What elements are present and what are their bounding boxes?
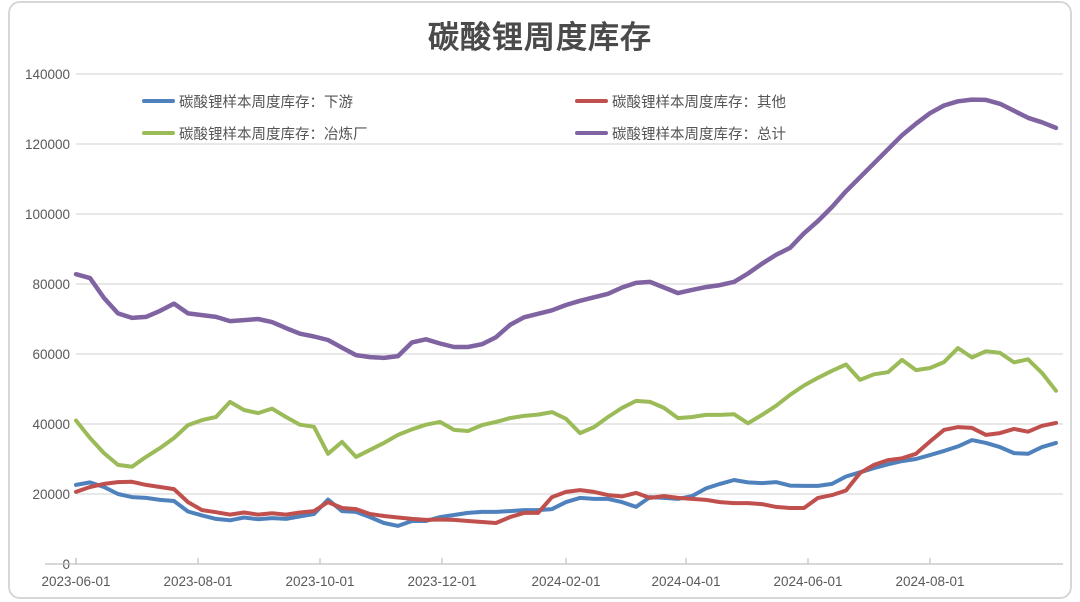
y-axis-tick-label: 100000 — [25, 207, 70, 222]
x-axis-tick-label: 2024-02-01 — [531, 574, 600, 589]
legend-item-smelter: 碳酸锂样本周度库存：冶炼厂 — [142, 125, 368, 143]
series-line-冶炼厂 — [74, 346, 1058, 469]
y-axis-tick-label: 40000 — [32, 417, 70, 432]
series-line-总计 — [73, 97, 1059, 361]
x-axis-tick-label: 2024-08-01 — [895, 574, 964, 589]
legend-label: 碳酸锂样本周度库存：其他 — [612, 94, 786, 111]
y-axis-tick-label: 20000 — [32, 487, 70, 502]
y-axis-tick-label: 140000 — [25, 67, 70, 82]
x-axis-tick-label: 2023-12-01 — [407, 574, 476, 589]
legend-swatch-total — [575, 131, 608, 135]
x-axis-tick-label: 2023-08-01 — [163, 574, 232, 589]
x-axis-tick-label: 2023-06-01 — [41, 574, 110, 589]
series-line-下游 — [74, 438, 1058, 528]
legend-item-other: 碳酸锂样本周度库存：其他 — [575, 93, 786, 111]
x-axis-tick-label: 2024-06-01 — [773, 574, 842, 589]
legend-swatch-other — [575, 99, 608, 103]
legend-item-total: 碳酸锂样本周度库存：总计 — [575, 125, 786, 143]
legend-label: 碳酸锂样本周度库存：冶炼厂 — [179, 126, 368, 143]
y-axis-tick-label: 60000 — [32, 347, 70, 362]
x-axis-tick-label: 2024-04-01 — [651, 574, 720, 589]
chart-title: 碳酸锂周度库存 — [428, 20, 652, 55]
legend-item-downstream: 碳酸锂样本周度库存：下游 — [142, 93, 353, 111]
x-axis-tick-label: 2023-10-01 — [285, 574, 354, 589]
legend-label: 碳酸锂样本周度库存：下游 — [179, 94, 353, 111]
series-line-其他 — [74, 420, 1058, 525]
legend-swatch-smelter — [142, 131, 175, 135]
legend-label: 碳酸锂样本周度库存：总计 — [612, 126, 786, 143]
legend-swatch-downstream — [142, 99, 175, 103]
y-axis-tick-label: 120000 — [25, 137, 70, 152]
y-axis-tick-label: 80000 — [32, 277, 70, 292]
